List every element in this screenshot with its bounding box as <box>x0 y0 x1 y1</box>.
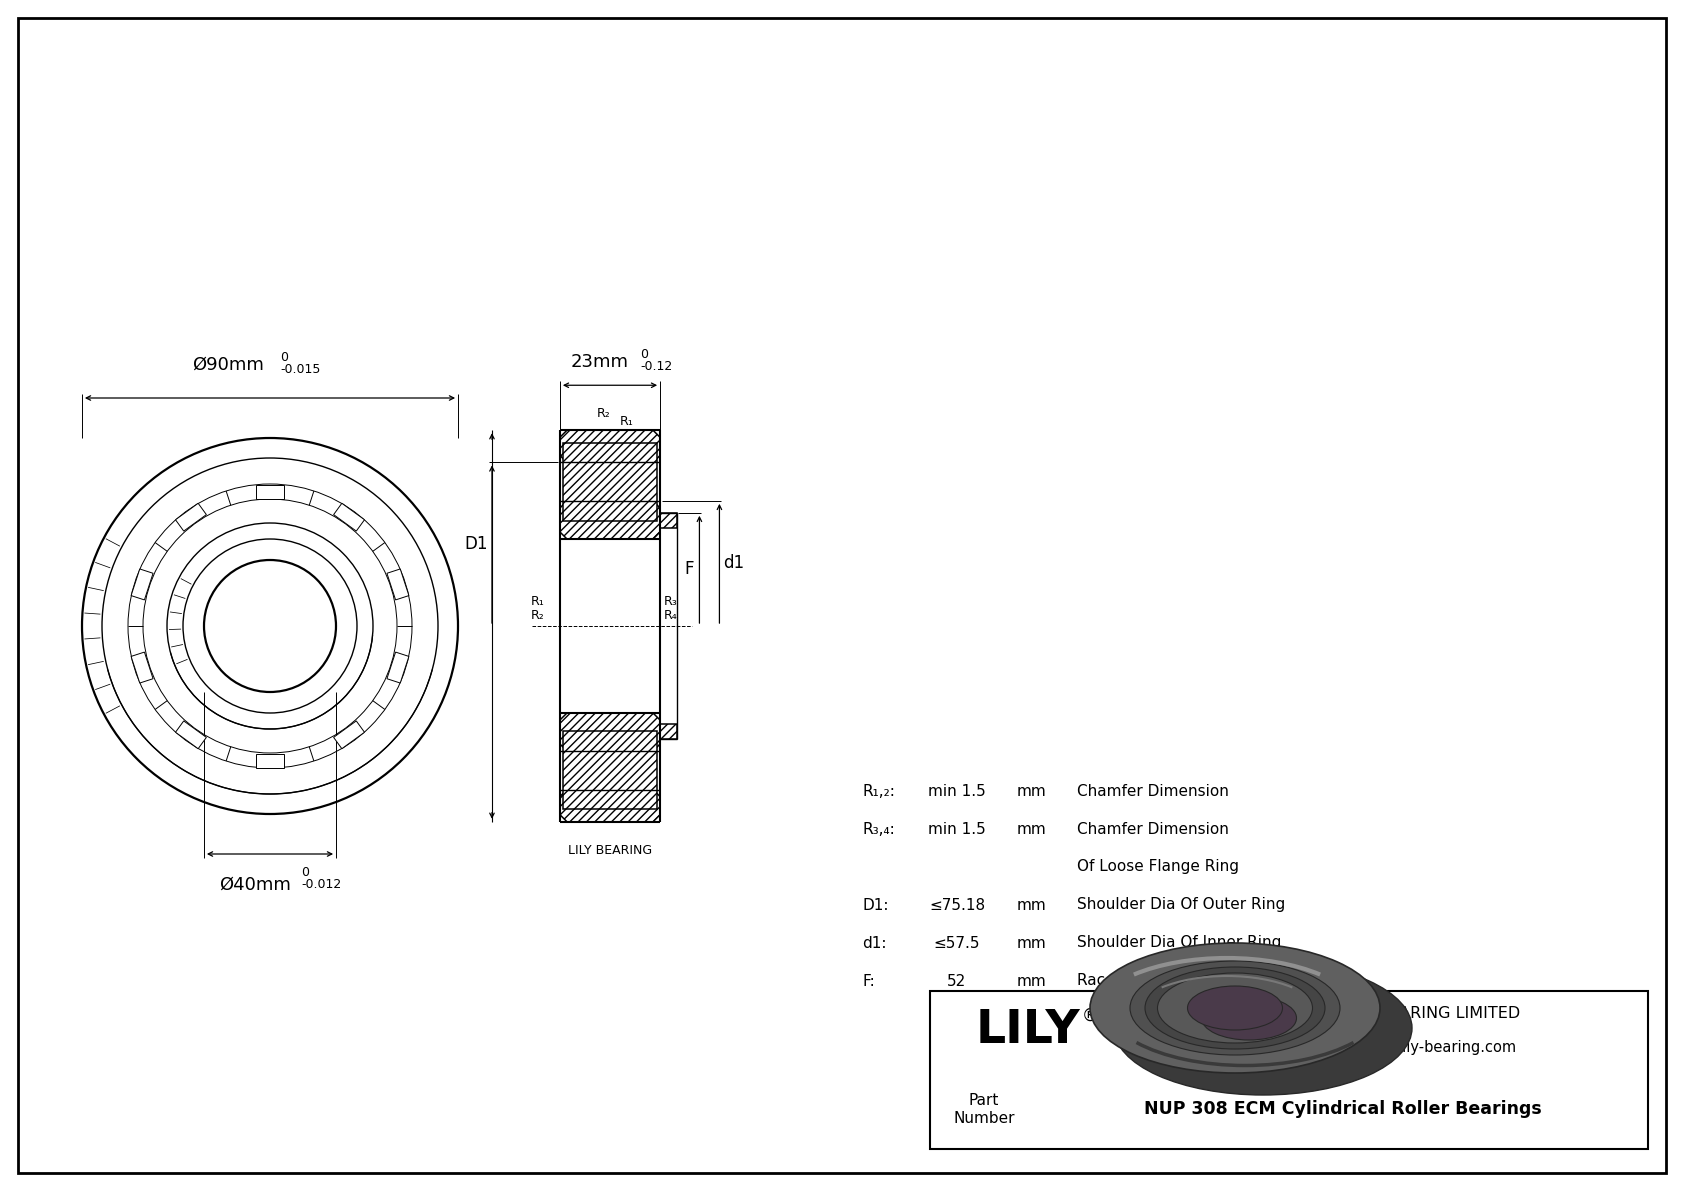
Text: Email: lilybearing@lily-bearing.com: Email: lilybearing@lily-bearing.com <box>1256 1040 1517 1055</box>
Text: 0: 0 <box>301 866 308 879</box>
Ellipse shape <box>1201 996 1297 1040</box>
Polygon shape <box>175 721 207 749</box>
Ellipse shape <box>1157 973 1312 1043</box>
Bar <box>930 991 1649 1149</box>
Text: Part
Number: Part Number <box>953 1093 1015 1125</box>
Text: d1: d1 <box>722 555 744 573</box>
Text: 0: 0 <box>640 348 648 361</box>
Text: 52: 52 <box>948 973 967 989</box>
Text: -0.12: -0.12 <box>640 360 672 373</box>
Text: R₁: R₁ <box>530 596 546 607</box>
Text: mm: mm <box>1017 822 1047 836</box>
Polygon shape <box>561 713 660 752</box>
Text: Shoulder Dia Of Outer Ring: Shoulder Dia Of Outer Ring <box>1078 898 1285 912</box>
Polygon shape <box>333 721 364 749</box>
Text: R₂: R₂ <box>530 609 546 622</box>
Ellipse shape <box>1090 943 1379 1073</box>
Text: R₄: R₄ <box>663 609 677 622</box>
Text: LILY BEARING: LILY BEARING <box>568 843 652 856</box>
Polygon shape <box>561 790 660 822</box>
Text: d1:: d1: <box>862 935 886 950</box>
Text: ≤57.5: ≤57.5 <box>933 935 980 950</box>
Text: -0.012: -0.012 <box>301 878 342 891</box>
Polygon shape <box>660 724 677 740</box>
Text: -0.015: -0.015 <box>280 363 320 376</box>
Text: R₃,₄:: R₃,₄: <box>862 822 894 836</box>
Text: Chamfer Dimension: Chamfer Dimension <box>1078 784 1229 798</box>
Text: mm: mm <box>1017 898 1047 912</box>
Text: Of Loose Flange Ring: Of Loose Flange Ring <box>1078 860 1239 874</box>
Polygon shape <box>562 731 657 810</box>
Text: Shoulder Dia Of Inner Ring: Shoulder Dia Of Inner Ring <box>1078 935 1282 950</box>
Ellipse shape <box>1130 961 1340 1055</box>
Polygon shape <box>387 569 409 600</box>
Text: min 1.5: min 1.5 <box>928 822 985 836</box>
Text: ®: ® <box>1081 1006 1098 1024</box>
Ellipse shape <box>1115 961 1411 1095</box>
Polygon shape <box>387 653 409 684</box>
Text: mm: mm <box>1017 973 1047 989</box>
Ellipse shape <box>1145 967 1325 1049</box>
Text: 23mm: 23mm <box>571 354 630 372</box>
Text: Ø40mm: Ø40mm <box>219 877 291 894</box>
Text: min 1.5: min 1.5 <box>928 784 985 798</box>
Polygon shape <box>256 754 285 767</box>
Text: Raceway Dia Of Inner Ring: Raceway Dia Of Inner Ring <box>1078 973 1282 989</box>
Ellipse shape <box>1187 986 1283 1030</box>
Text: Chamfer Dimension: Chamfer Dimension <box>1078 822 1229 836</box>
Text: mm: mm <box>1017 784 1047 798</box>
Text: LILY: LILY <box>975 1008 1079 1053</box>
Polygon shape <box>175 504 207 531</box>
Text: 0: 0 <box>280 351 288 364</box>
Text: ≤75.18: ≤75.18 <box>930 898 985 912</box>
Polygon shape <box>561 430 660 462</box>
Text: R₁: R₁ <box>620 416 633 429</box>
Polygon shape <box>561 501 660 540</box>
Text: D1: D1 <box>465 535 488 554</box>
Polygon shape <box>660 513 677 528</box>
Text: Ø90mm: Ø90mm <box>192 356 264 374</box>
Text: R₁,₂:: R₁,₂: <box>862 784 894 798</box>
Polygon shape <box>333 504 364 531</box>
Text: F: F <box>685 561 694 579</box>
Polygon shape <box>131 653 153 684</box>
Text: SHANGHAI LILY BEARING LIMITED: SHANGHAI LILY BEARING LIMITED <box>1253 1005 1521 1021</box>
Polygon shape <box>562 443 657 520</box>
Text: NUP 308 ECM Cylindrical Roller Bearings: NUP 308 ECM Cylindrical Roller Bearings <box>1143 1100 1543 1118</box>
Text: R₂: R₂ <box>598 407 611 420</box>
Text: F:: F: <box>862 973 874 989</box>
Polygon shape <box>256 485 285 499</box>
Text: R₃: R₃ <box>663 596 677 607</box>
Polygon shape <box>131 569 153 600</box>
Text: mm: mm <box>1017 935 1047 950</box>
Text: D1:: D1: <box>862 898 889 912</box>
